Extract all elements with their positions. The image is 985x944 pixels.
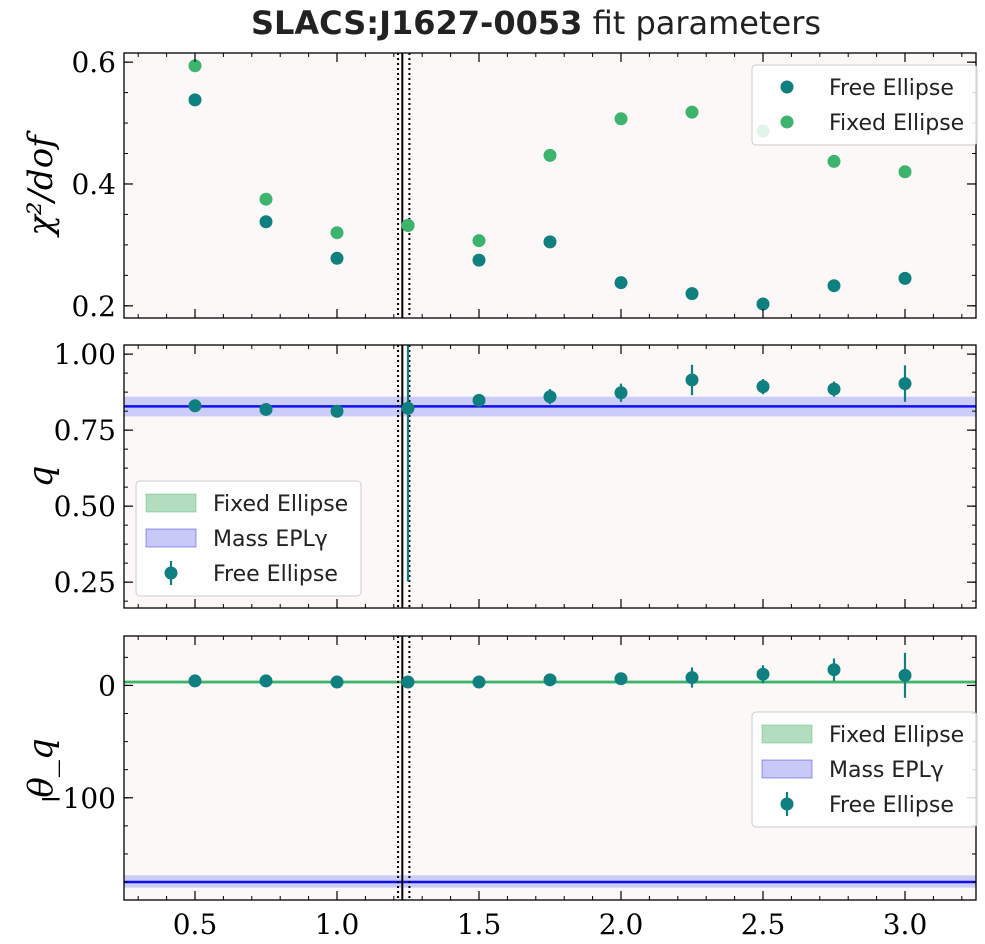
q-point-0-7 [685, 373, 699, 387]
q-ylabel: q [21, 466, 61, 488]
q-ytick-label-2: 0.75 [54, 414, 116, 447]
chi2-legend-marker-0 [780, 80, 794, 94]
chi2-legend: Free Ellipse Fixed Ellipse [751, 64, 978, 146]
q-ytick-label-3: 1.00 [54, 338, 116, 371]
chi2-legend-marker-1 [780, 115, 794, 129]
chi2-ytick-label-1: 0.4 [71, 168, 116, 201]
q-legend-swatch-1 [145, 528, 197, 548]
theta-xtick-label-1: 1.0 [315, 908, 360, 941]
theta-legend-label-0: Fixed Ellipse [829, 723, 964, 748]
q-point-0-1 [259, 402, 273, 416]
theta-ylabel: θ_q [21, 738, 61, 797]
chi2-point-1-6 [614, 112, 628, 126]
q-legend-swatch-0 [145, 493, 197, 513]
theta-point-0-9 [827, 663, 841, 677]
chi2-panel: 0.2 0.4 0.6 χ²/dof Free Ellipse Fixed Ellipse [21, 46, 978, 323]
q-point-0-10 [898, 377, 912, 391]
theta-xtick-label-3: 2.0 [599, 908, 644, 941]
theta-xtick-label-4: 2.5 [741, 908, 786, 941]
q-legend: Fixed Ellipse Mass EPLγ Free Ellipse [135, 480, 362, 597]
title-bold-part: SLACS:J1627-0053 [251, 4, 582, 42]
theta-point-0-5 [543, 673, 557, 687]
figure-title: SLACS:J1627-0053 fit parameters [251, 4, 821, 42]
chi2-point-0-2 [330, 251, 344, 265]
chi2-ytick-label-0: 0.2 [71, 290, 116, 323]
chi2-point-1-4 [472, 234, 486, 248]
chi2-point-0-7 [685, 287, 699, 301]
q-legend-label-0: Fixed Ellipse [213, 492, 348, 517]
chi2-point-1-9 [827, 154, 841, 168]
chi2-point-1-3 [401, 218, 415, 232]
chi2-legend-label-0: Free Ellipse [829, 76, 954, 101]
theta-legend-swatch-0 [761, 724, 813, 744]
chi2-point-1-1 [259, 192, 273, 206]
chi2-point-0-6 [614, 276, 628, 290]
chi2-point-1-0 [188, 59, 202, 73]
q-point-0-4 [472, 393, 486, 407]
theta-point-0-6 [614, 672, 628, 686]
q-ytick-label-0: 0.25 [54, 566, 116, 599]
theta-legend-swatch-1 [761, 759, 813, 779]
chi2-point-0-1 [259, 215, 273, 229]
theta-xtick-label-5: 3.0 [883, 908, 928, 941]
q-point-0-6 [614, 386, 628, 400]
theta-ytick-label-0: 0 [98, 669, 116, 702]
chi2-point-1-7 [685, 105, 699, 119]
chi2-point-0-5 [543, 235, 557, 249]
chi2-point-0-8 [756, 297, 770, 311]
theta-xtick-label-0: 0.5 [173, 908, 218, 941]
chi2-point-0-0 [188, 93, 202, 107]
chi2-point-0-4 [472, 253, 486, 267]
theta-xtick-label-2: 1.5 [457, 908, 502, 941]
theta-point-0-1 [259, 674, 273, 688]
title-rest-part: fit parameters [582, 4, 821, 42]
theta-point-0-7 [685, 671, 699, 685]
q-point-0-2 [330, 404, 344, 418]
chi2-point-1-10 [898, 165, 912, 179]
theta-ytick-label-1: −100 [39, 782, 116, 815]
q-point-0-8 [756, 380, 770, 394]
q-ytick-label-1: 0.50 [54, 490, 116, 523]
chi2-point-1-5 [543, 148, 557, 162]
chi2-point-0-9 [827, 279, 841, 293]
q-legend-label-2: Free Ellipse [213, 562, 338, 587]
theta-point-0-4 [472, 675, 486, 689]
q-point-0-0 [188, 399, 202, 413]
q-point-0-5 [543, 390, 557, 404]
theta-point-0-3 [401, 675, 415, 689]
theta-legend-label-2: Free Ellipse [829, 793, 954, 818]
theta-legend: Fixed Ellipse Mass EPLγ Free Ellipse [751, 711, 978, 828]
theta-point-0-8 [756, 667, 770, 681]
theta-point-0-0 [188, 674, 202, 688]
chi2-point-1-2 [330, 226, 344, 240]
theta-point-0-10 [898, 668, 912, 682]
chi2-legend-box [751, 64, 978, 146]
theta-legend-label-1: Mass EPLγ [829, 758, 944, 783]
chi2-ytick-label-2: 0.6 [71, 46, 116, 79]
chi2-frame [123, 52, 977, 319]
q-point-0-3 [401, 401, 415, 415]
q-legend-label-1: Mass EPLγ [213, 527, 328, 552]
theta-point-0-2 [330, 675, 344, 689]
chi2-ylabel: χ²/dof [21, 130, 61, 238]
chi2-legend-label-1: Fixed Ellipse [829, 111, 964, 136]
q-legend-marker-2 [164, 566, 178, 580]
q-frame [123, 344, 977, 609]
theta-legend-marker-2 [780, 797, 794, 811]
q-point-0-9 [827, 382, 841, 396]
chi2-point-0-10 [898, 271, 912, 285]
